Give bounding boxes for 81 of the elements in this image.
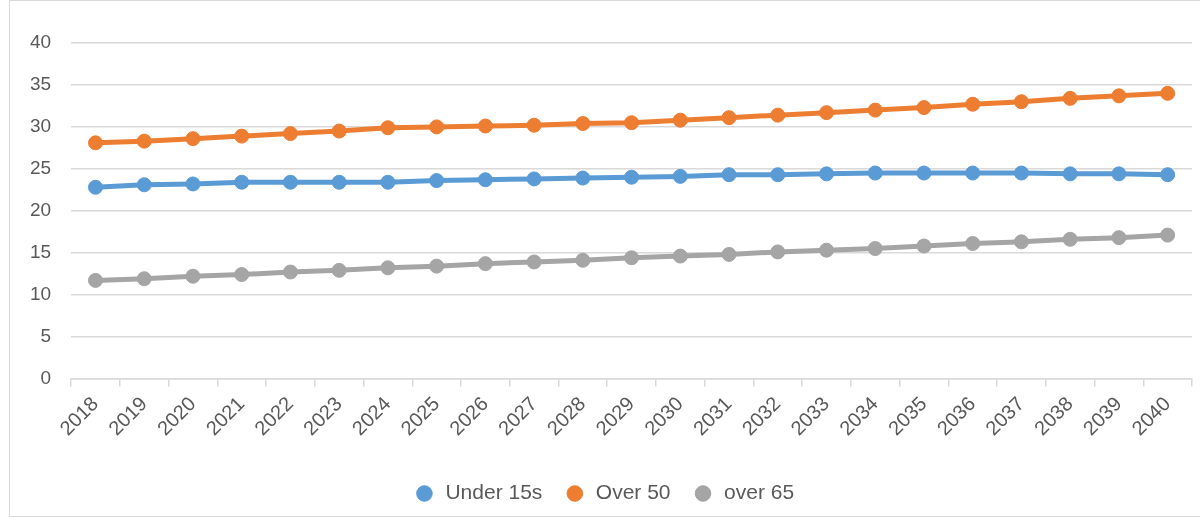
point	[1160, 85, 1176, 101]
point	[867, 241, 883, 257]
y-tick-label: 25	[29, 157, 52, 179]
legend-label: Under 15s	[445, 480, 543, 504]
point	[526, 117, 542, 133]
point	[331, 174, 347, 190]
legend-label: Over 50	[595, 480, 671, 504]
point	[965, 96, 981, 112]
point	[624, 169, 640, 185]
point	[429, 173, 445, 189]
point	[185, 131, 201, 147]
point	[136, 133, 152, 149]
point	[185, 176, 201, 192]
point	[234, 128, 250, 144]
point	[624, 250, 640, 266]
point	[282, 126, 298, 142]
point	[575, 252, 591, 268]
point	[526, 171, 542, 187]
point	[331, 123, 347, 139]
point	[624, 115, 640, 131]
point	[1013, 94, 1029, 110]
point	[672, 248, 688, 264]
point	[770, 244, 786, 260]
point	[1111, 166, 1127, 182]
legend-label: over 65	[724, 480, 795, 504]
point	[867, 102, 883, 118]
point	[282, 174, 298, 190]
point	[1160, 167, 1176, 183]
point	[380, 260, 396, 276]
point	[185, 268, 201, 284]
point	[916, 238, 932, 254]
point	[867, 165, 883, 181]
y-tick-label: 5	[40, 324, 52, 346]
point	[477, 172, 493, 188]
point	[819, 166, 834, 182]
point	[770, 107, 786, 123]
point	[380, 174, 396, 190]
point	[721, 110, 737, 126]
point	[575, 116, 591, 132]
y-tick-label: 40	[29, 31, 52, 53]
point	[575, 170, 591, 186]
point	[331, 262, 347, 278]
point	[234, 174, 250, 190]
point	[380, 120, 396, 136]
point	[1013, 165, 1029, 181]
point	[1062, 231, 1078, 247]
y-tick-label: 30	[29, 115, 52, 137]
point	[770, 167, 786, 183]
point	[965, 165, 981, 181]
point	[721, 246, 737, 262]
point	[672, 112, 688, 128]
y-tick-label: 10	[29, 282, 52, 304]
y-tick-label: 35	[29, 73, 52, 95]
point	[477, 118, 493, 134]
point	[1062, 166, 1078, 182]
point	[234, 267, 250, 283]
point	[1013, 234, 1029, 250]
point	[916, 100, 932, 116]
point	[965, 236, 981, 251]
point	[136, 271, 152, 287]
point	[429, 119, 445, 135]
point	[88, 272, 103, 288]
point	[282, 264, 298, 280]
point	[721, 167, 737, 183]
y-tick-label: 15	[29, 240, 52, 262]
point	[672, 168, 688, 184]
point	[136, 177, 152, 193]
y-tick-label: 0	[40, 366, 52, 388]
y-tick-label: 20	[29, 199, 52, 221]
point	[88, 135, 103, 151]
point	[1111, 230, 1127, 246]
point	[477, 256, 493, 272]
point	[819, 242, 834, 258]
point	[526, 254, 542, 270]
point	[1062, 90, 1078, 106]
point	[1160, 227, 1176, 243]
point	[429, 258, 445, 274]
point	[916, 165, 932, 181]
point	[88, 179, 103, 195]
point	[1111, 88, 1127, 104]
point	[819, 105, 834, 121]
